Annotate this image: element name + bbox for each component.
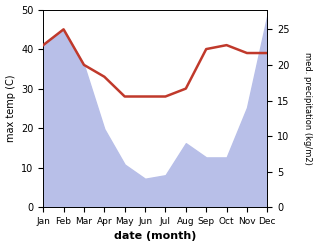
X-axis label: date (month): date (month): [114, 231, 197, 242]
Y-axis label: max temp (C): max temp (C): [5, 75, 16, 142]
Y-axis label: med. precipitation (kg/m2): med. precipitation (kg/m2): [303, 52, 313, 165]
